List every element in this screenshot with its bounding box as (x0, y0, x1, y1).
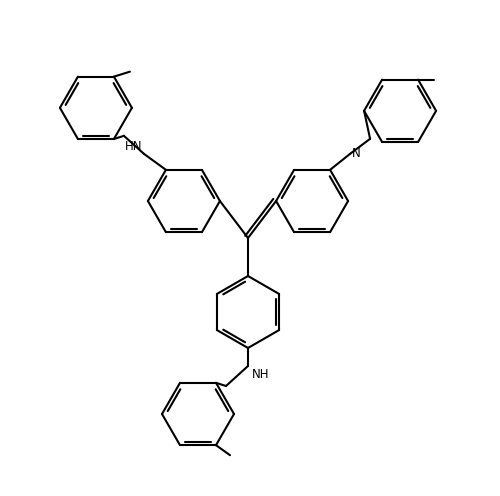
Text: N: N (352, 147, 361, 160)
Text: NH: NH (252, 368, 270, 381)
Text: HN: HN (124, 140, 142, 153)
